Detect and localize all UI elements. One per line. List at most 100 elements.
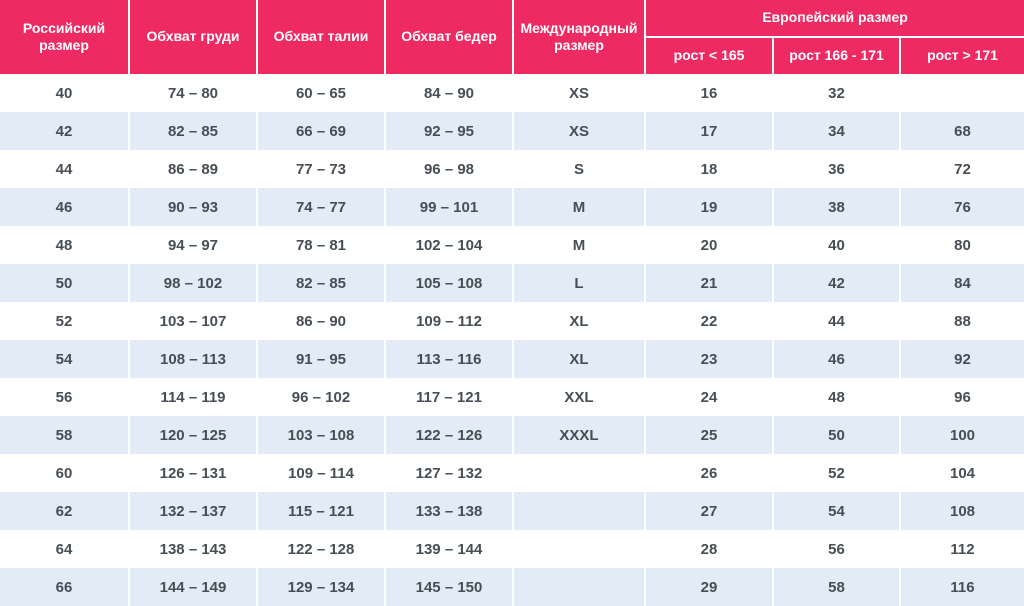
table-header: Российский размер Обхват груди Обхват та… xyxy=(0,0,1024,74)
eu-height-lt165-cell: 23 xyxy=(644,340,772,378)
waist-cell: 82 – 85 xyxy=(256,264,384,302)
header-european-size-group: Европейский размер xyxy=(644,0,1024,38)
eu-height-lt165-cell: 28 xyxy=(644,530,772,568)
international-size-cell: XXXL xyxy=(512,416,644,454)
table-row: 58 120 – 125 103 – 108 122 – 126 XXXL 25 50 100 xyxy=(0,416,1024,454)
eu-height-gt171-cell: 96 xyxy=(899,378,1024,416)
hips-cell: 84 – 90 xyxy=(384,74,512,112)
hips-cell: 145 – 150 xyxy=(384,568,512,606)
eu-height-166-171-cell: 36 xyxy=(772,150,899,188)
chest-cell: 108 – 113 xyxy=(128,340,256,378)
waist-cell: 60 – 65 xyxy=(256,74,384,112)
table-row: 48 94 – 97 78 – 81 102 – 104 M 20 40 80 xyxy=(0,226,1024,264)
eu-height-166-171-cell: 58 xyxy=(772,568,899,606)
international-size-cell xyxy=(512,530,644,568)
chest-cell: 103 – 107 xyxy=(128,302,256,340)
russian-size-cell: 40 xyxy=(55,84,73,102)
chest-cell: 90 – 93 xyxy=(128,188,256,226)
russian-size-cell: 66 xyxy=(55,578,73,596)
russian-size-cell: 56 xyxy=(55,388,73,406)
chest-cell: 114 – 119 xyxy=(128,378,256,416)
eu-height-gt171-cell: 116 xyxy=(899,568,1024,606)
eu-height-gt171-cell xyxy=(899,74,1024,112)
waist-cell: 96 – 102 xyxy=(256,378,384,416)
header-chest: Обхват груди xyxy=(128,0,256,74)
chest-cell: 86 – 89 xyxy=(128,150,256,188)
eu-height-lt165-cell: 17 xyxy=(644,112,772,150)
eu-height-gt171-cell: 68 xyxy=(899,112,1024,150)
header-height-166-171: рост 166 - 171 xyxy=(772,38,899,74)
eu-height-lt165-cell: 27 xyxy=(644,492,772,530)
eu-height-gt171-cell: 72 xyxy=(899,150,1024,188)
russian-size-cell: 60 xyxy=(55,464,73,482)
eu-height-166-171-cell: 42 xyxy=(772,264,899,302)
hips-cell: 99 – 101 xyxy=(384,188,512,226)
eu-height-166-171-cell: 54 xyxy=(772,492,899,530)
eu-height-166-171-cell: 48 xyxy=(772,378,899,416)
table-row: 56 114 – 119 96 – 102 117 – 121 XXL 24 48 96 xyxy=(0,378,1024,416)
eu-height-166-171-cell: 40 xyxy=(772,226,899,264)
waist-cell: 91 – 95 xyxy=(256,340,384,378)
table-row: 52 103 – 107 86 – 90 109 – 112 XL 22 44 88 xyxy=(0,302,1024,340)
hips-cell: 122 – 126 xyxy=(384,416,512,454)
russian-size-cell: 50 xyxy=(55,274,73,292)
eu-height-gt171-cell: 112 xyxy=(899,530,1024,568)
hips-cell: 92 – 95 xyxy=(384,112,512,150)
russian-size-cell: 48 xyxy=(55,236,73,254)
waist-cell: 77 – 73 xyxy=(256,150,384,188)
hips-cell: 102 – 104 xyxy=(384,226,512,264)
table-row: 46 90 – 93 74 – 77 99 – 101 M 19 38 76 xyxy=(0,188,1024,226)
table-row: 40 74 – 80 60 – 65 84 – 90 XS 16 32 xyxy=(0,74,1024,112)
waist-cell: 122 – 128 xyxy=(256,530,384,568)
chest-cell: 82 – 85 xyxy=(128,112,256,150)
eu-height-166-171-cell: 56 xyxy=(772,530,899,568)
international-size-cell: XXL xyxy=(512,378,644,416)
eu-height-lt165-cell: 20 xyxy=(644,226,772,264)
russian-size-cell: 44 xyxy=(55,160,73,178)
table-row: 42 82 – 85 66 – 69 92 – 95 XS 17 34 68 xyxy=(0,112,1024,150)
hips-cell: 96 – 98 xyxy=(384,150,512,188)
header-waist: Обхват талии xyxy=(256,0,384,74)
eu-height-166-171-cell: 38 xyxy=(772,188,899,226)
header-international-size: Международный размер xyxy=(512,0,644,74)
russian-size-cell: 42 xyxy=(55,122,73,140)
eu-height-lt165-cell: 26 xyxy=(644,454,772,492)
waist-cell: 86 – 90 xyxy=(256,302,384,340)
international-size-cell: M xyxy=(512,226,644,264)
eu-height-gt171-cell: 100 xyxy=(899,416,1024,454)
russian-size-cell: 52 xyxy=(55,312,73,330)
header-russian-size: Российский размер xyxy=(0,0,128,74)
eu-height-166-171-cell: 50 xyxy=(772,416,899,454)
international-size-cell: S xyxy=(512,150,644,188)
table-row: 44 86 – 89 77 – 73 96 – 98 S 18 36 72 xyxy=(0,150,1024,188)
waist-cell: 103 – 108 xyxy=(256,416,384,454)
header-hips: Обхват бедер xyxy=(384,0,512,74)
eu-height-lt165-cell: 29 xyxy=(644,568,772,606)
table-row: 64 138 – 143 122 – 128 139 – 144 28 56 112 xyxy=(0,530,1024,568)
eu-height-166-171-cell: 32 xyxy=(772,74,899,112)
eu-height-166-171-cell: 34 xyxy=(772,112,899,150)
international-size-cell: XL xyxy=(512,340,644,378)
chest-cell: 126 – 131 xyxy=(128,454,256,492)
eu-height-lt165-cell: 25 xyxy=(644,416,772,454)
table-body: 40 74 – 80 60 – 65 84 – 90 XS 16 32 42 82 – 85 66… xyxy=(0,74,1024,606)
chest-cell: 144 – 149 xyxy=(128,568,256,606)
chest-cell: 138 – 143 xyxy=(128,530,256,568)
waist-cell: 109 – 114 xyxy=(256,454,384,492)
international-size-cell: L xyxy=(512,264,644,302)
hips-cell: 105 – 108 xyxy=(384,264,512,302)
russian-size-cell: 46 xyxy=(55,198,73,216)
chest-cell: 132 – 137 xyxy=(128,492,256,530)
hips-cell: 109 – 112 xyxy=(384,302,512,340)
eu-height-gt171-cell: 88 xyxy=(899,302,1024,340)
eu-height-gt171-cell: 104 xyxy=(899,454,1024,492)
international-size-cell xyxy=(512,454,644,492)
eu-height-gt171-cell: 84 xyxy=(899,264,1024,302)
russian-size-cell: 64 xyxy=(55,540,73,558)
international-size-cell: XS xyxy=(512,74,644,112)
eu-height-lt165-cell: 22 xyxy=(644,302,772,340)
eu-height-lt165-cell: 18 xyxy=(644,150,772,188)
international-size-cell xyxy=(512,492,644,530)
eu-height-lt165-cell: 19 xyxy=(644,188,772,226)
eu-height-166-171-cell: 44 xyxy=(772,302,899,340)
